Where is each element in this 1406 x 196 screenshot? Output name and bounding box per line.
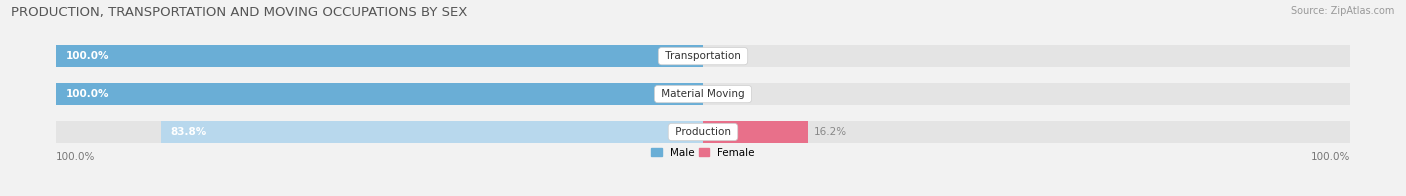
Bar	[56, 83, 703, 105]
Text: 0.0%: 0.0%	[710, 51, 735, 61]
Bar	[56, 45, 1350, 67]
Bar	[56, 121, 1350, 143]
Text: 0.0%: 0.0%	[710, 89, 735, 99]
Text: Transportation: Transportation	[662, 51, 744, 61]
Legend: Male, Female: Male, Female	[647, 143, 759, 162]
Bar	[703, 121, 808, 143]
Text: 100.0%: 100.0%	[66, 89, 110, 99]
Text: Production: Production	[672, 127, 734, 137]
Text: Source: ZipAtlas.com: Source: ZipAtlas.com	[1291, 6, 1395, 16]
Text: Material Moving: Material Moving	[658, 89, 748, 99]
Text: PRODUCTION, TRANSPORTATION AND MOVING OCCUPATIONS BY SEX: PRODUCTION, TRANSPORTATION AND MOVING OC…	[11, 6, 468, 19]
Bar	[162, 121, 703, 143]
Text: 16.2%: 16.2%	[814, 127, 848, 137]
Text: 100.0%: 100.0%	[66, 51, 110, 61]
Bar	[56, 45, 703, 67]
Text: 100.0%: 100.0%	[1310, 152, 1350, 162]
Bar	[56, 83, 1350, 105]
Text: 100.0%: 100.0%	[56, 152, 96, 162]
Text: 83.8%: 83.8%	[170, 127, 207, 137]
